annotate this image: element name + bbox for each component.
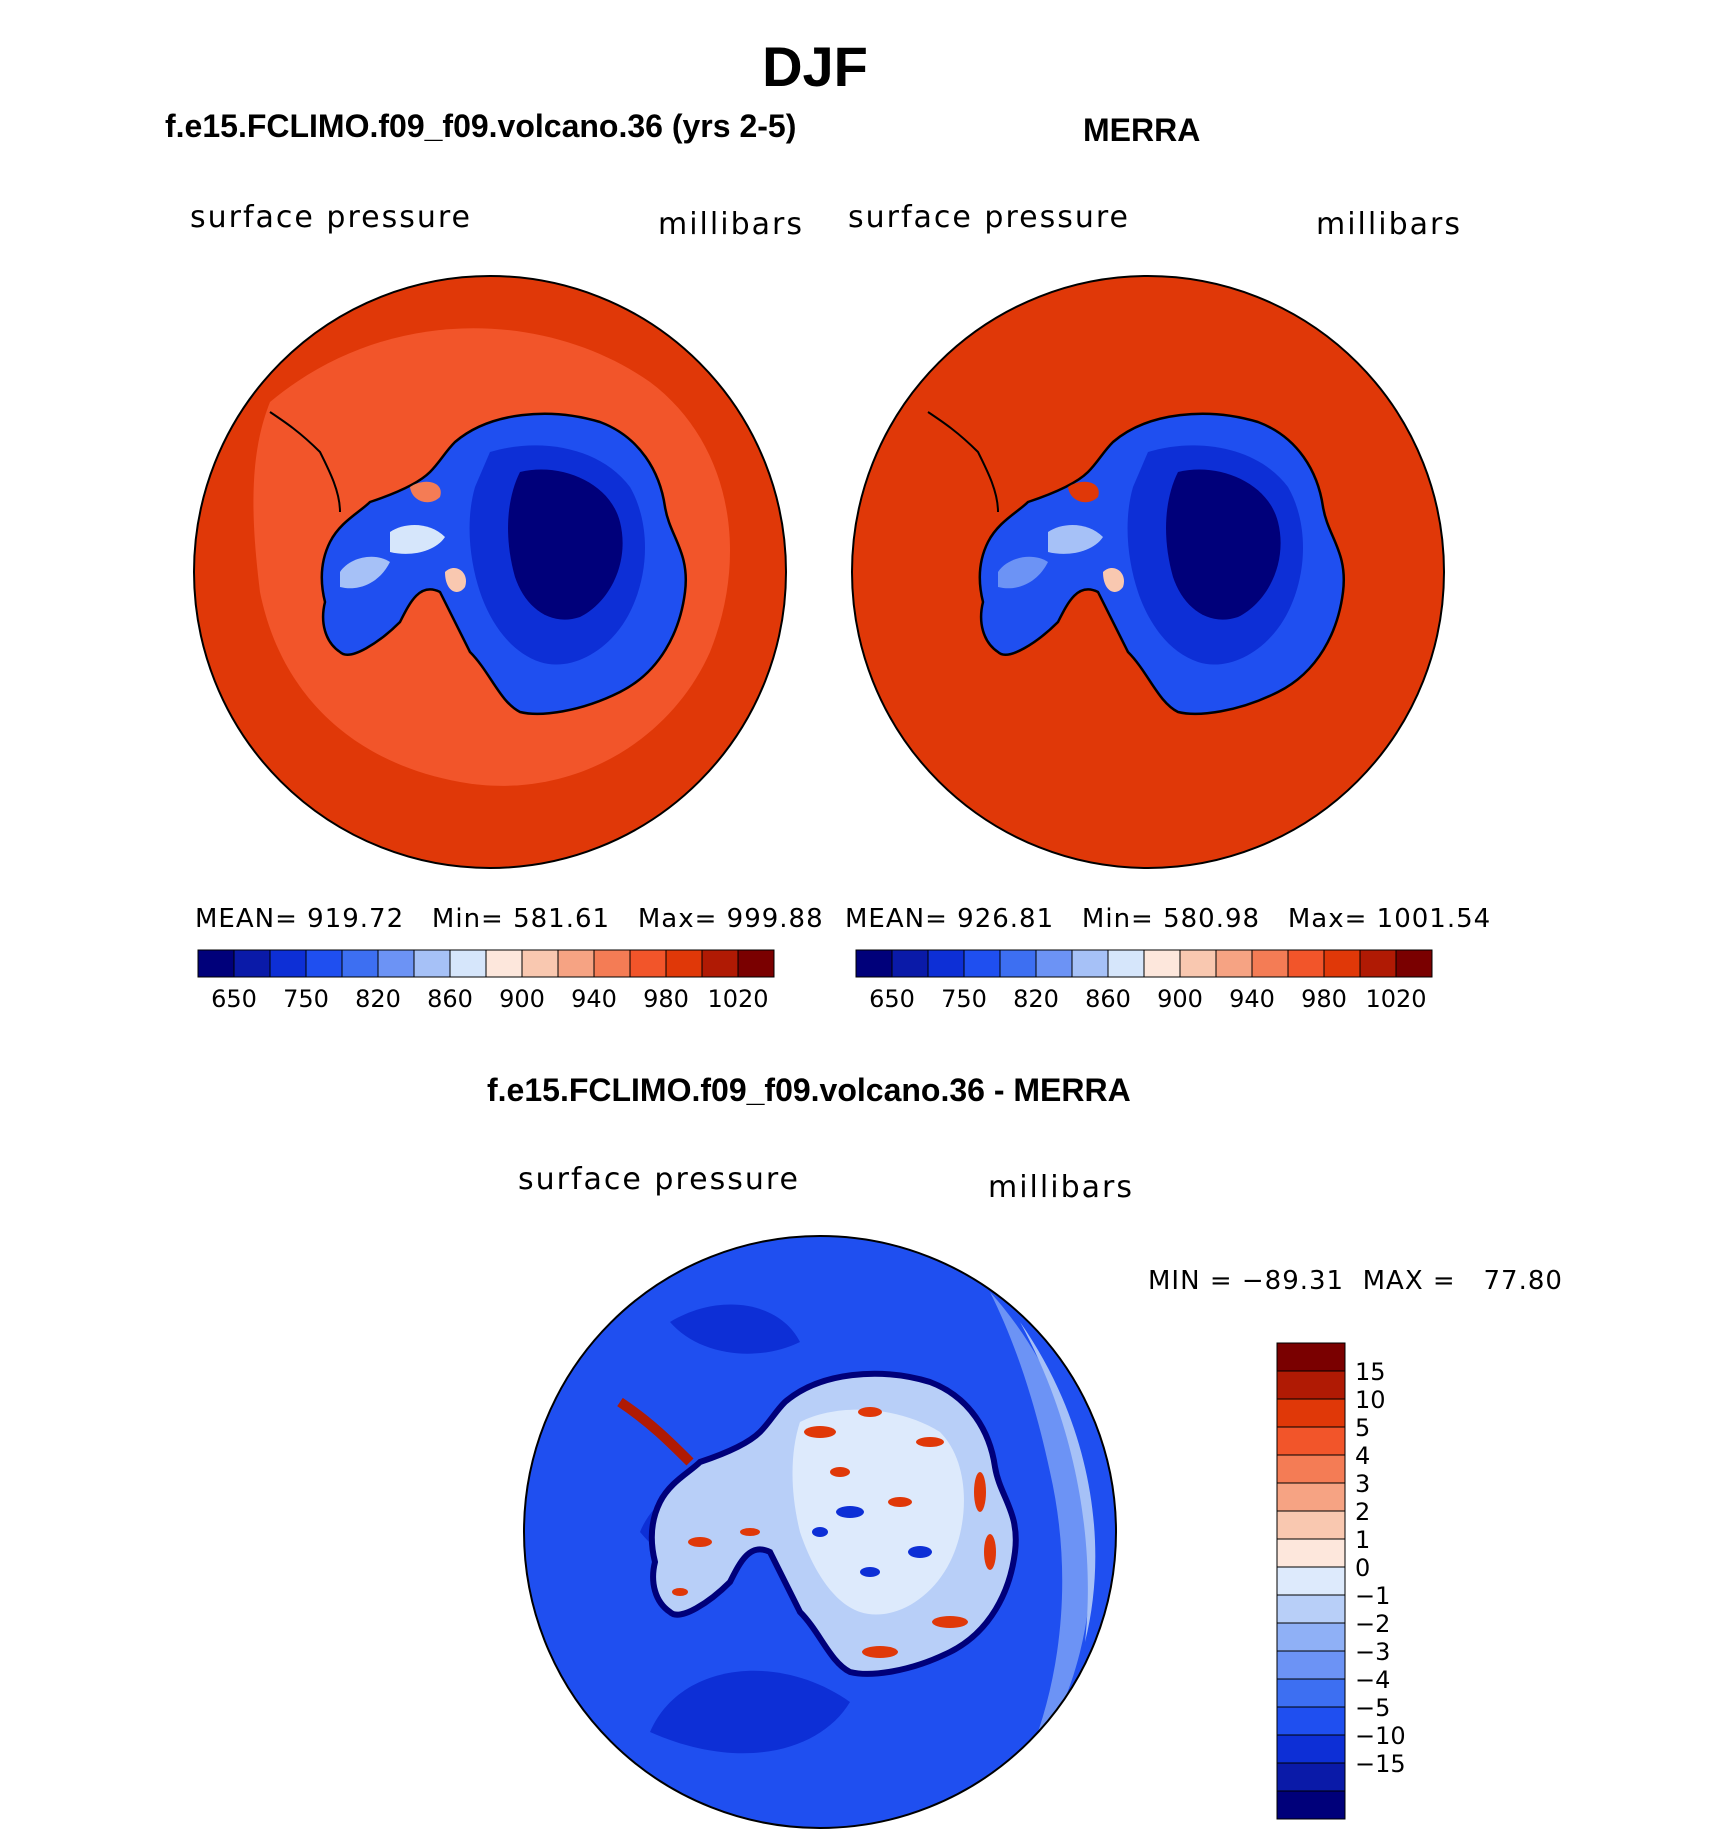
diff-colorbar-tick-label: 10 xyxy=(1355,1386,1386,1414)
obs-colorbar-tick-label: 980 xyxy=(1301,985,1347,1013)
diff-variable-label: surface pressure xyxy=(518,1162,800,1197)
diff-colorbar-swatch xyxy=(1276,1426,1346,1456)
obs-colorbar-swatch xyxy=(927,949,965,978)
diff-colorbar-swatch xyxy=(1276,1762,1346,1792)
obs-colorbar-swatch xyxy=(963,949,1001,978)
diff-colorbar-tick-label: 4 xyxy=(1355,1442,1370,1470)
obs-variable-label: surface pressure xyxy=(848,200,1130,235)
diff-colorbar-tick-label: −10 xyxy=(1355,1722,1406,1750)
diff-colorbar-tick-label: 0 xyxy=(1355,1554,1370,1582)
model-colorbar-swatch xyxy=(377,949,415,978)
model-panel-title: f.e15.FCLIMO.f09_f09.volcano.36 (yrs 2-5… xyxy=(165,108,797,144)
model-colorbar-tick-label: 1020 xyxy=(707,985,768,1013)
model-colorbar-swatch xyxy=(413,949,451,978)
diff-colorbar-swatch xyxy=(1276,1678,1346,1708)
model-polar-map xyxy=(193,275,787,869)
obs-colorbar-swatch xyxy=(1179,949,1217,978)
diff-stats: MIN = −89.31 MAX = 77.80 xyxy=(1148,1266,1563,1296)
model-colorbar-swatch xyxy=(305,949,343,978)
diff-polar-map xyxy=(523,1235,1117,1829)
diff-colorbar-swatch xyxy=(1276,1790,1346,1820)
diff-colorbar-tick-label: −5 xyxy=(1355,1694,1390,1722)
obs-colorbar: 650 750 820 860 900 940 980 1020 xyxy=(855,949,1433,1013)
obs-colorbar-tick-label: 1020 xyxy=(1365,985,1426,1013)
obs-colorbar-swatch xyxy=(1323,949,1361,978)
diff-colorbar-tick-label: −3 xyxy=(1355,1638,1390,1666)
diff-colorbar-tick-label: −1 xyxy=(1355,1582,1390,1610)
obs-colorbar-tick-label: 860 xyxy=(1085,985,1131,1013)
model-colorbar-swatch xyxy=(521,949,559,978)
model-colorbar-tick-label: 900 xyxy=(499,985,545,1013)
obs-colorbar-swatch xyxy=(1035,949,1073,978)
diff-colorbar-tick-label: 1 xyxy=(1355,1526,1370,1554)
model-colorbar-swatch xyxy=(197,949,235,978)
model-colorbar-swatch xyxy=(701,949,739,978)
model-variable-label: surface pressure xyxy=(190,200,472,235)
obs-stats: MEAN= 926.81 Min= 580.98 Max= 1001.54 xyxy=(845,904,1492,934)
obs-colorbar-tick-label: 900 xyxy=(1157,985,1203,1013)
model-colorbar-swatch xyxy=(233,949,271,978)
diff-colorbar-swatch xyxy=(1276,1734,1346,1764)
model-colorbar-tick-label: 750 xyxy=(283,985,329,1013)
obs-colorbar-swatch xyxy=(891,949,929,978)
model-colorbar: 650 750 820 860 900 940 980 1020 xyxy=(197,949,775,1013)
obs-colorbar-tick-label: 650 xyxy=(869,985,915,1013)
model-colorbar-tick-label: 980 xyxy=(643,985,689,1013)
obs-colorbar-swatch xyxy=(1287,949,1325,978)
model-colorbar-swatch xyxy=(665,949,703,978)
diff-colorbar-swatch xyxy=(1276,1454,1346,1484)
diff-colorbar-swatch xyxy=(1276,1398,1346,1428)
model-colorbar-swatch xyxy=(341,949,379,978)
diff-colorbar-swatch xyxy=(1276,1482,1346,1512)
diff-colorbar-swatch xyxy=(1276,1622,1346,1652)
diff-colorbar-swatch xyxy=(1276,1342,1346,1372)
model-colorbar-swatch xyxy=(269,949,307,978)
obs-panel-title: MERRA xyxy=(1083,112,1201,148)
obs-colorbar-swatch xyxy=(1251,949,1289,978)
model-colorbar-tick-label: 820 xyxy=(355,985,401,1013)
obs-colorbar-swatch xyxy=(1071,949,1109,978)
diff-colorbar-tick-label: −15 xyxy=(1355,1750,1406,1778)
model-colorbar-swatch xyxy=(593,949,631,978)
obs-colorbar-swatch xyxy=(1359,949,1397,978)
obs-colorbar-tick-label: 940 xyxy=(1229,985,1275,1013)
model-colorbar-swatch xyxy=(629,949,667,978)
model-colorbar-tick-label: 650 xyxy=(211,985,257,1013)
model-colorbar-swatch xyxy=(557,949,595,978)
diff-colorbar-swatch xyxy=(1276,1706,1346,1736)
season-title: DJF xyxy=(762,35,868,98)
obs-units-label: millibars xyxy=(1316,207,1462,242)
diff-colorbar-tick-label: −2 xyxy=(1355,1610,1390,1638)
diff-colorbar-tick-label: 3 xyxy=(1355,1470,1370,1498)
model-stats: MEAN= 919.72 Min= 581.61 Max= 999.88 xyxy=(195,904,824,934)
diff-colorbar-swatch xyxy=(1276,1566,1346,1596)
model-colorbar-swatch xyxy=(449,949,487,978)
obs-colorbar-tick-label: 750 xyxy=(941,985,987,1013)
diff-units-label: millibars xyxy=(988,1170,1134,1205)
diff-colorbar-tick-label: 2 xyxy=(1355,1498,1370,1526)
obs-polar-map xyxy=(851,275,1445,869)
diff-colorbar-swatch xyxy=(1276,1650,1346,1680)
diff-colorbar-swatch xyxy=(1276,1594,1346,1624)
obs-colorbar-swatch xyxy=(1395,949,1433,978)
obs-colorbar-tick-label: 820 xyxy=(1013,985,1059,1013)
model-colorbar-swatch xyxy=(485,949,523,978)
diff-colorbar-tick-label: 15 xyxy=(1355,1358,1386,1386)
model-colorbar-tick-label: 940 xyxy=(571,985,617,1013)
model-colorbar-swatch xyxy=(737,949,775,978)
diff-colorbar-swatch xyxy=(1276,1370,1346,1400)
obs-colorbar-swatch xyxy=(1215,949,1253,978)
diff-colorbar-tick-label: 5 xyxy=(1355,1414,1370,1442)
model-units-label: millibars xyxy=(658,207,804,242)
obs-colorbar-swatch xyxy=(1143,949,1181,978)
diff-colorbar-swatch xyxy=(1276,1510,1346,1540)
obs-colorbar-swatch xyxy=(999,949,1037,978)
diff-panel-title: f.e15.FCLIMO.f09_f09.volcano.36 - MERRA xyxy=(487,1072,1131,1108)
model-colorbar-tick-label: 860 xyxy=(427,985,473,1013)
obs-colorbar-swatch xyxy=(1107,949,1145,978)
obs-colorbar-swatch xyxy=(855,949,893,978)
diff-colorbar-tick-label: −4 xyxy=(1355,1666,1390,1694)
diff-colorbar-swatch xyxy=(1276,1538,1346,1568)
